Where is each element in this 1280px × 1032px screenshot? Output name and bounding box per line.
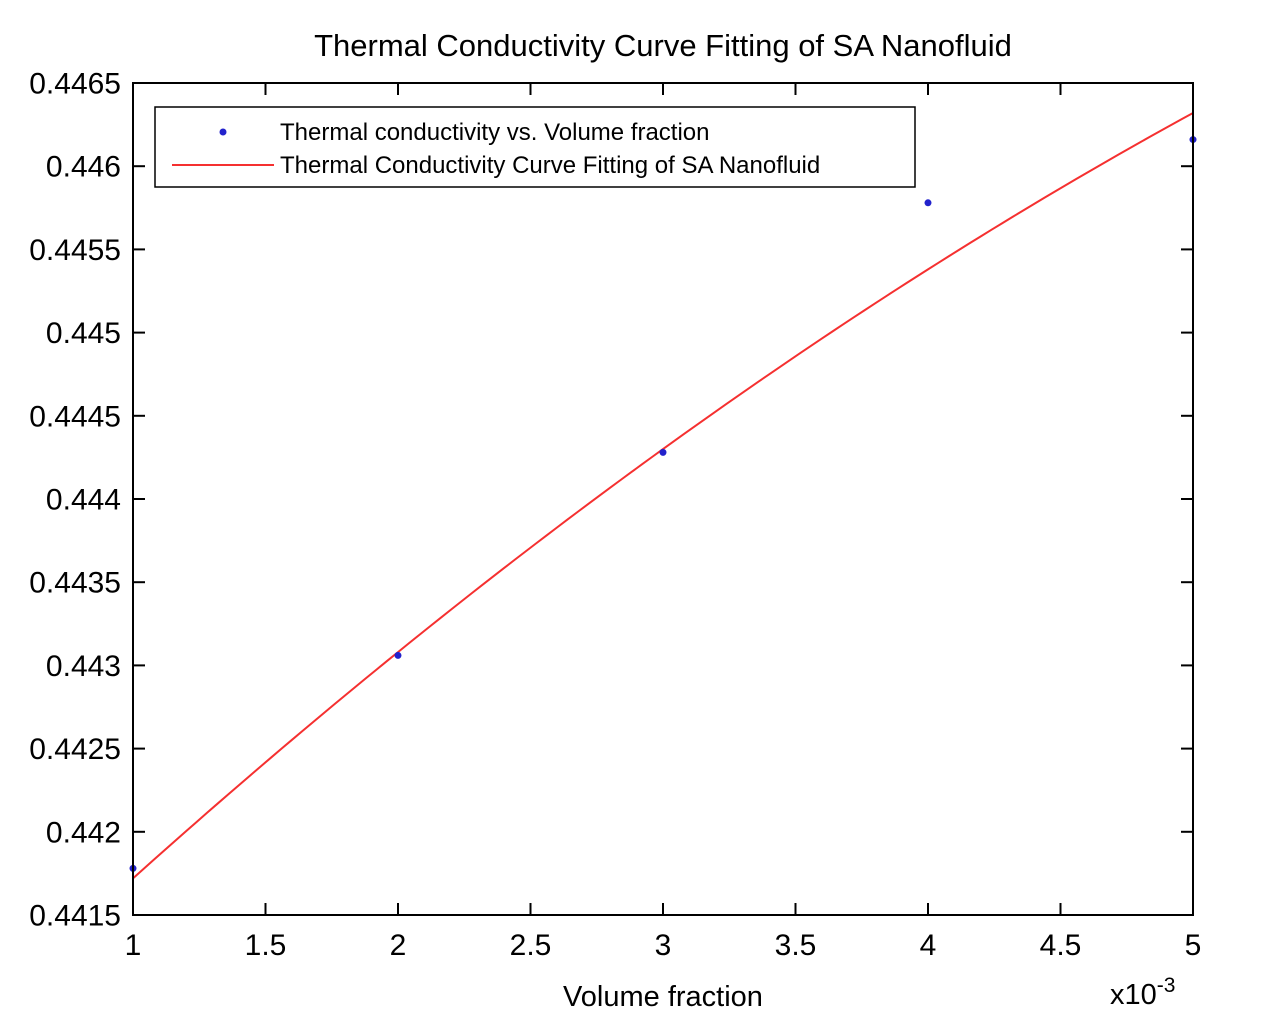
legend-box (154, 106, 916, 188)
y-tick-label: 0.443 (46, 650, 121, 683)
chart-title: Thermal Conductivity Curve Fitting of SA… (314, 28, 1012, 63)
axes-box (132, 82, 1194, 916)
legend-entry-fit-line: Thermal Conductivity Curve Fitting of SA… (280, 152, 820, 179)
scatter-point (659, 448, 667, 456)
x-axis-label: Volume fraction (563, 981, 763, 1013)
x-tick-label: 3.5 (775, 929, 817, 962)
legend-entry-scatter: Thermal conductivity vs. Volume fraction (280, 119, 710, 146)
legend: Thermal conductivity vs. Volume fraction… (154, 106, 916, 188)
y-tick-label: 0.4425 (29, 733, 121, 766)
y-tick-label: 0.4435 (29, 567, 121, 600)
plot-background (133, 83, 1193, 915)
scatter-point (924, 199, 932, 207)
x-tick-label: 2 (390, 929, 407, 962)
x-tick-label: 5 (1185, 929, 1202, 962)
scatter-point (394, 651, 402, 659)
y-tick-label: 0.4465 (29, 68, 121, 101)
x-tick-label: 2.5 (510, 929, 552, 962)
x-tick-label: 4 (920, 929, 937, 962)
y-tick-label: 0.445 (46, 317, 121, 350)
y-tick-label: 0.446 (46, 151, 121, 184)
y-tick-label: 0.444 (46, 484, 121, 517)
y-tick-label: 0.4445 (29, 400, 121, 433)
x-tick-label: 4.5 (1040, 929, 1082, 962)
legend-scatter-marker-icon (219, 128, 227, 136)
y-tick-label: 0.4415 (29, 900, 121, 933)
plot-generated-content: 1 1.5 2 2.5 3 3.5 4 4.5 5 0.4415 0.442 0.4425 0.443 0… (29, 68, 1201, 963)
exponent-mantissa: x10 (1110, 979, 1157, 1011)
x-tick-label: 1 (125, 929, 142, 962)
x-tick-label: 1.5 (245, 929, 287, 962)
y-tick-label: 0.4455 (29, 234, 121, 267)
exponent-power: -3 (1157, 974, 1176, 997)
y-tick-label: 0.442 (46, 816, 121, 849)
x-tick-label: 3 (655, 929, 672, 962)
x-axis-exponent-label: x10-3 (1110, 974, 1175, 1011)
